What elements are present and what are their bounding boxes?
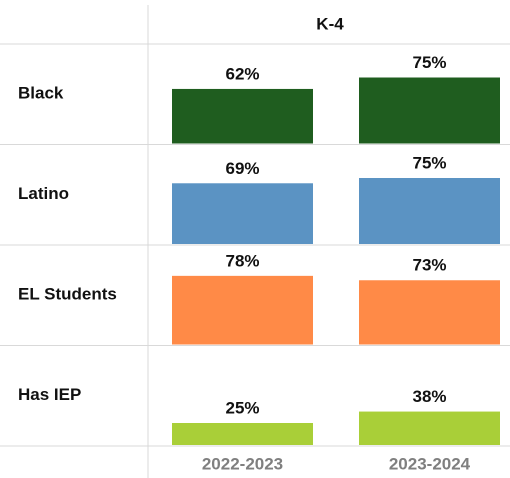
row-label: Latino [18,184,69,203]
bar [359,77,500,144]
value-label: 75% [412,153,446,172]
chart-title: K-4 [316,14,344,33]
value-label: 69% [225,159,259,178]
bar [359,280,500,345]
value-label: 75% [412,53,446,72]
value-label: 73% [412,256,446,275]
value-label: 25% [225,398,259,417]
value-label: 62% [225,64,259,83]
value-label: 38% [412,387,446,406]
value-label: 78% [225,251,259,270]
bar [359,411,500,445]
bar [172,423,313,445]
column-label: 2022-2023 [202,454,283,473]
bar [172,88,313,144]
row-label: EL Students [18,285,117,304]
row-label: Black [18,84,64,103]
bar [172,183,313,244]
column-label: 2023-2024 [389,454,471,473]
bar [359,178,500,244]
bar [172,275,313,345]
row-label: Has IEP [18,385,81,404]
